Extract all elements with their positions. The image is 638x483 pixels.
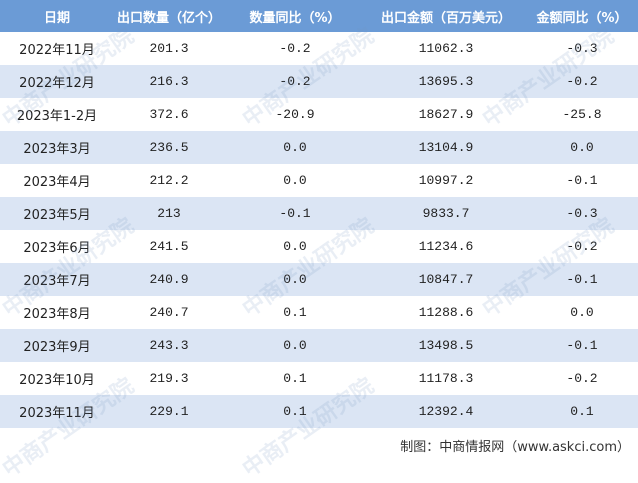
table-row: 2023年1-2月 372.6 -20.9 18627.9 -25.8	[0, 98, 638, 131]
table-row: 2023年7月 240.9 0.0 10847.7 -0.1	[0, 263, 638, 296]
value-cell: 10847.7	[366, 263, 526, 296]
value-cell: 0.1	[283, 305, 307, 320]
table-row: 2023年6月 241.5 0.0 11234.6 -0.2	[0, 230, 638, 263]
value-cell: 13498.5	[366, 329, 526, 362]
value-cell: 11288.6	[418, 305, 474, 320]
table-body: 2022年11月 201.3 -0.2 11062.3 -0.3 2022年12月 216.…	[0, 32, 638, 428]
value-cell: -0.3	[566, 41, 598, 56]
table-row: 2023年3月 236.5 0.0 13104.9 0.0	[0, 131, 638, 164]
date-cell: 2023年11月	[0, 395, 114, 428]
table-row: 2022年12月 216.3 -0.2 13695.3 -0.2	[0, 65, 638, 98]
date-cell: 2023年9月	[0, 329, 114, 362]
column-header: 金额同比（%）	[526, 0, 638, 32]
value-cell: 12392.4	[366, 395, 526, 428]
value-cell: 11234.6	[418, 239, 474, 254]
value-cell: 13104.9	[366, 131, 526, 164]
value-cell: 213	[114, 197, 224, 230]
value-cell: -0.1	[526, 329, 638, 362]
value-cell: 219.3	[149, 371, 189, 386]
data-table: 日期 出口数量（亿个） 数量同比（%） 出口金额（百万美元） 金额同比（%） 2022年…	[0, 0, 638, 428]
value-cell: -0.2	[566, 239, 598, 254]
date-cell: 2022年11月	[19, 43, 95, 58]
value-cell: 0.0	[526, 131, 638, 164]
date-cell: 2023年10月	[19, 373, 95, 388]
value-cell: 0.0	[283, 173, 307, 188]
value-cell: 0.1	[224, 395, 366, 428]
date-cell: 2023年1-2月	[16, 109, 98, 124]
column-header: 日期	[0, 0, 114, 32]
value-cell: 372.6	[149, 107, 189, 122]
column-header: 数量同比（%）	[224, 0, 366, 32]
value-cell: 212.2	[149, 173, 189, 188]
value-cell: 0.0	[224, 263, 366, 296]
value-cell: -0.2	[279, 41, 311, 56]
value-cell: 11062.3	[418, 41, 474, 56]
date-cell: 2023年3月	[0, 131, 114, 164]
column-header: 出口数量（亿个）	[114, 0, 224, 32]
table-row: 2023年8月 240.7 0.1 11288.6 0.0	[0, 296, 638, 329]
value-cell: 0.0	[224, 131, 366, 164]
value-cell: -0.1	[566, 173, 598, 188]
value-cell: -20.9	[275, 107, 315, 122]
value-cell: 18627.9	[418, 107, 474, 122]
value-cell: 201.3	[149, 41, 189, 56]
header-row: 日期 出口数量（亿个） 数量同比（%） 出口金额（百万美元） 金额同比（%）	[0, 0, 638, 32]
value-cell: -25.8	[562, 107, 602, 122]
value-cell: 0.0	[224, 329, 366, 362]
table-row: 2023年9月 243.3 0.0 13498.5 -0.1	[0, 329, 638, 362]
value-cell: 240.7	[149, 305, 189, 320]
value-cell: -0.2	[224, 65, 366, 98]
source-note: 制图：中商情报网（www.askci.com）	[400, 440, 630, 455]
value-cell: 0.0	[570, 305, 594, 320]
value-cell: -0.3	[526, 197, 638, 230]
date-cell: 2023年4月	[23, 175, 91, 190]
value-cell: 0.0	[283, 239, 307, 254]
value-cell: 240.9	[114, 263, 224, 296]
value-cell: 9833.7	[366, 197, 526, 230]
value-cell: 13695.3	[366, 65, 526, 98]
table-row: 2023年11月 229.1 0.1 12392.4 0.1	[0, 395, 638, 428]
date-cell: 2023年5月	[0, 197, 114, 230]
value-cell: 236.5	[114, 131, 224, 164]
table-row: 2023年4月 212.2 0.0 10997.2 -0.1	[0, 164, 638, 197]
value-cell: 10997.2	[418, 173, 474, 188]
value-cell: 0.1	[283, 371, 307, 386]
table-row: 2022年11月 201.3 -0.2 11062.3 -0.3	[0, 32, 638, 65]
date-cell: 2022年12月	[0, 65, 114, 98]
value-cell: 0.1	[526, 395, 638, 428]
value-cell: -0.2	[526, 65, 638, 98]
value-cell: 216.3	[114, 65, 224, 98]
table-row: 2023年10月 219.3 0.1 11178.3 -0.2	[0, 362, 638, 395]
date-cell: 2023年7月	[0, 263, 114, 296]
value-cell: -0.1	[224, 197, 366, 230]
date-cell: 2023年6月	[23, 241, 91, 256]
value-cell: 241.5	[149, 239, 189, 254]
value-cell: 243.3	[114, 329, 224, 362]
value-cell: 11178.3	[418, 371, 474, 386]
value-cell: -0.1	[526, 263, 638, 296]
value-cell: -0.2	[566, 371, 598, 386]
date-cell: 2023年8月	[23, 307, 91, 322]
table-row: 2023年5月 213 -0.1 9833.7 -0.3	[0, 197, 638, 230]
column-header: 出口金额（百万美元）	[366, 0, 526, 32]
value-cell: 229.1	[114, 395, 224, 428]
